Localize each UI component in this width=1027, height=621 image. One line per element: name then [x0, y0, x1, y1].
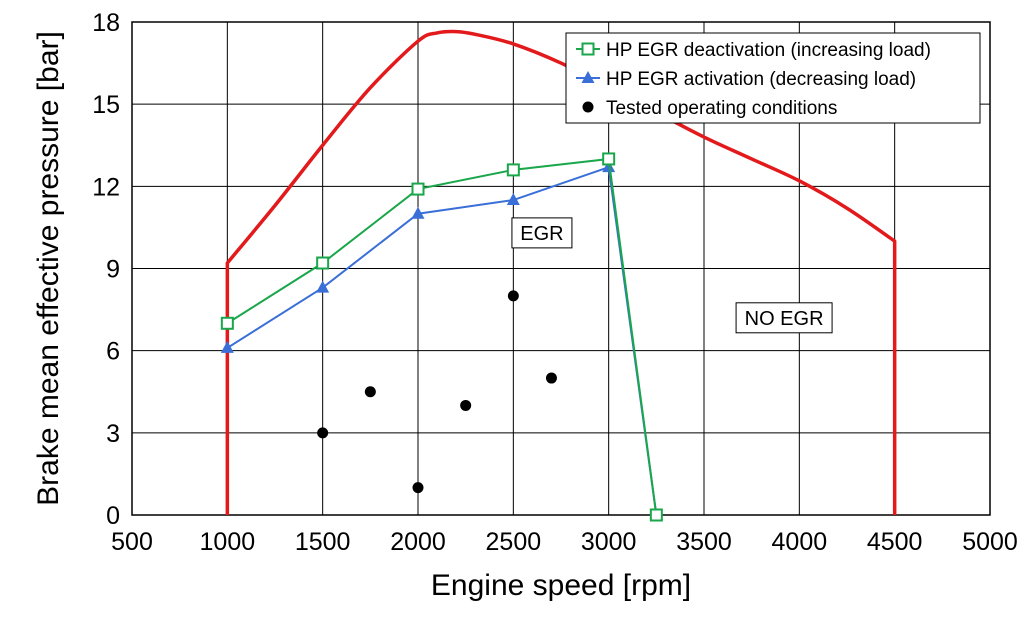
x-tick-label: 5000 — [962, 528, 1018, 556]
no-egr-region-box: NO EGR — [735, 302, 833, 334]
full-load-envelope-line — [225, 29, 897, 515]
legend-marker — [582, 101, 594, 113]
series-1 — [220, 152, 663, 522]
legend-item: HP EGR deactivation (increasing load) — [576, 40, 931, 61]
y-tick-label: 9 — [106, 256, 120, 284]
y-tick-label: 3 — [106, 420, 120, 448]
data-point — [220, 340, 234, 353]
legend: HP EGR deactivation (increasing load) HP … — [565, 32, 981, 124]
legend-label: Tested operating conditions — [606, 98, 837, 119]
y-tick-label: 15 — [92, 91, 120, 119]
data-point — [602, 152, 616, 166]
legend-box — [565, 32, 981, 124]
legend-item: HP EGR activation (decreasing load) — [576, 69, 916, 90]
legend-label: HP EGR deactivation (increasing load) — [606, 40, 931, 61]
egr-region-label: EGR — [520, 223, 563, 245]
plot-frame — [131, 21, 991, 516]
x-tick-label: 2000 — [390, 528, 446, 556]
legend-marker — [581, 42, 595, 56]
legend-marker — [581, 71, 595, 83]
y-tick-label: 12 — [92, 173, 120, 201]
annotations: EGR NO EGR — [511, 217, 833, 334]
data-point — [506, 163, 520, 177]
data-point — [545, 372, 557, 384]
x-tick-label: 500 — [111, 528, 153, 556]
y-tick-labels: 0 3 6 9 12 15 18 — [92, 9, 120, 530]
series-2 — [220, 160, 663, 520]
data-point — [364, 386, 376, 398]
data-point — [316, 256, 330, 270]
y-tick-label: 0 — [106, 502, 120, 530]
data-point — [220, 316, 234, 330]
data-point — [316, 280, 330, 293]
y-axis-label: Brake mean effective pressure [bar] — [32, 31, 65, 506]
series-line — [226, 157, 658, 516]
x-tick-label: 3500 — [676, 528, 732, 556]
x-tick-label: 3000 — [581, 528, 637, 556]
x-tick-label: 4500 — [867, 528, 923, 556]
legend-label: HP EGR activation (decreasing load) — [606, 69, 916, 90]
data-point — [506, 193, 520, 206]
data-point — [317, 427, 329, 439]
egr-region-box: EGR — [511, 217, 573, 249]
y-tick-label: 18 — [92, 9, 120, 37]
x-tick-label: 1500 — [295, 528, 351, 556]
series-3 — [317, 290, 557, 494]
no-egr-region-label: NO EGR — [745, 308, 824, 330]
x-tick-label: 4000 — [772, 528, 828, 556]
data-point — [411, 182, 425, 196]
data-point — [460, 399, 472, 411]
envelope-layer — [225, 29, 897, 515]
x-axis-label: Engine speed [rpm] — [431, 569, 691, 602]
x-tick-labels: 500 1000 1500 2000 2500 3000 3500 4000 4500 5000 — [111, 528, 1018, 556]
x-tick-label: 2500 — [486, 528, 542, 556]
series-layer — [220, 152, 663, 522]
data-point — [507, 290, 519, 302]
data-point — [649, 508, 663, 522]
data-point — [411, 206, 425, 219]
data-point — [412, 482, 424, 494]
series-line — [226, 165, 658, 516]
x-tick-label: 1000 — [200, 528, 256, 556]
y-tick-label: 6 — [106, 338, 120, 366]
legend-item: Tested operating conditions — [582, 98, 837, 119]
